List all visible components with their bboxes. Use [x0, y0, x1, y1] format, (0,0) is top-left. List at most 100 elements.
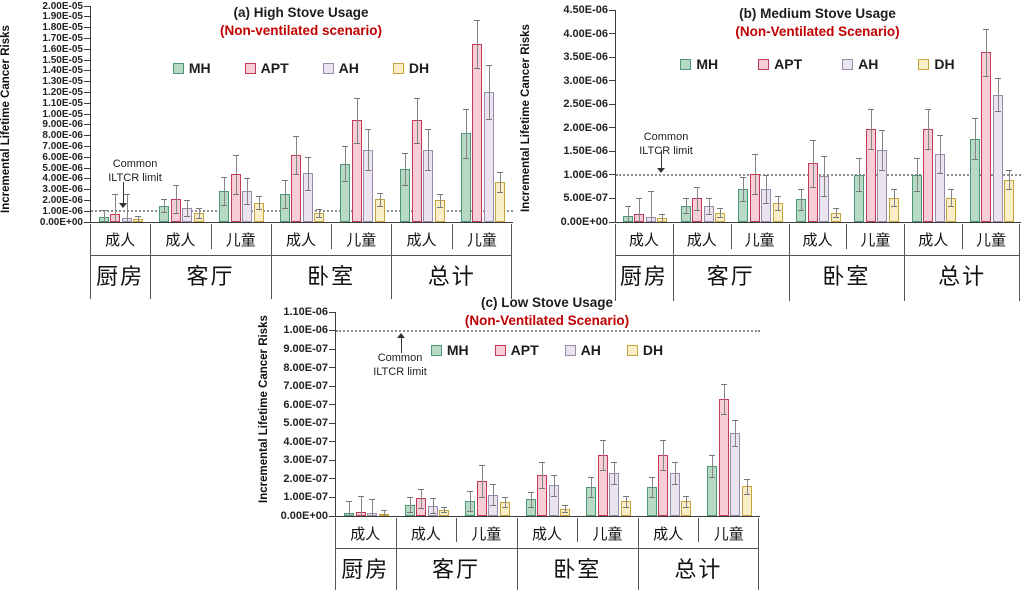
y-axis-tick [609, 221, 615, 223]
x-sub-label-成人: 成人 [802, 232, 833, 249]
error-bar-cap-bottom [971, 158, 978, 160]
error-bar [488, 65, 490, 120]
error-bar-cap-top [983, 28, 990, 30]
error-bar-cap-bottom [983, 75, 990, 77]
x-location-label-厨房: 厨房 [619, 264, 668, 289]
error-bar-cap-top [100, 210, 107, 212]
error-bar-cap-top [316, 209, 323, 211]
chart-c-iltcr-limit-note: Common ILTCR limit [373, 352, 427, 379]
y-axis-tick [329, 515, 335, 517]
error-bar-cap-top [709, 454, 716, 456]
error-bar [735, 419, 737, 446]
error-bar [997, 78, 999, 112]
error-bar-cap-top [648, 477, 655, 479]
error-bar [307, 157, 309, 190]
error-bar-cap-bottom [743, 493, 750, 495]
error-bar [602, 439, 604, 470]
error-bar-cap-bottom [1006, 189, 1013, 191]
bar-chart-b-group6-AH [992, 94, 1003, 222]
y-tick-label: 1.40E-05 [42, 65, 83, 77]
legend-swatch-dh-icon [392, 62, 404, 74]
y-axis-tick [84, 5, 90, 7]
chart-b-x-axis: 成人 成人 儿童 成人 儿童 成人 儿童 厨房 客厅 卧室 总计 [615, 224, 1020, 301]
legend-swatch-mh-icon [430, 344, 442, 356]
y-tick-label: 5.00E-07 [283, 417, 328, 430]
y-tick-label: 1.30E-05 [42, 76, 83, 88]
error-bar-cap-top [671, 462, 678, 464]
error-bar-cap-bottom [611, 484, 618, 486]
error-bar [258, 196, 260, 210]
error-bar-cap-bottom [527, 506, 534, 508]
x-sub-label-成人: 成人 [285, 232, 316, 249]
error-bar-cap-bottom [497, 191, 504, 193]
error-bar-cap-bottom [232, 193, 239, 195]
error-bar-cap-bottom [221, 204, 228, 206]
y-tick-label: 3.00E-06 [563, 74, 608, 87]
y-tick-label: 3.00E-06 [42, 184, 83, 196]
legend-swatch-apt-icon [244, 62, 256, 74]
y-axis-tick [329, 441, 335, 443]
error-bar-cap-top [418, 489, 425, 491]
error-bar-cap-bottom [281, 207, 288, 209]
error-bar-cap-bottom [172, 213, 179, 215]
chart-b-title: (b) Medium Stove Usage [739, 6, 896, 21]
x-sub-label-成人: 成人 [531, 525, 562, 543]
error-bar-cap-top [624, 205, 631, 207]
error-bar [712, 454, 714, 478]
error-bar-cap-top [832, 207, 839, 209]
x-sub-label-儿童: 儿童 [466, 232, 497, 249]
error-bar [379, 192, 381, 206]
legend-label: APT [774, 56, 803, 72]
error-bar-cap-top [683, 495, 690, 497]
error-bar-cap-top [485, 65, 492, 67]
error-bar-cap-top [588, 477, 595, 479]
error-bar-cap-top [1006, 170, 1013, 172]
x-axis-group-divider [511, 224, 512, 299]
error-bar-cap-bottom [890, 205, 897, 207]
y-axis-tick [329, 311, 335, 313]
y-tick-label: 7.00E-07 [283, 380, 328, 393]
y-axis-tick [329, 348, 335, 350]
error-bar-cap-bottom [832, 217, 839, 219]
error-bar [198, 207, 200, 218]
y-axis-tick [609, 197, 615, 199]
error-bar-cap-bottom [599, 469, 606, 471]
y-tick-label: 1.50E-05 [42, 54, 83, 66]
error-bar-cap-bottom [316, 216, 323, 218]
x-sub-label-儿童: 儿童 [860, 232, 891, 249]
x-sub-label-成人: 成人 [410, 525, 441, 543]
y-tick-label: 0.00E+00 [39, 216, 83, 228]
y-tick-label: 2.00E-06 [563, 121, 608, 134]
y-axis-tick [84, 70, 90, 72]
error-bar-cap-bottom [184, 215, 191, 217]
y-tick-label: 7.00E-06 [42, 140, 83, 152]
error-bar [187, 200, 189, 216]
x-location-label-客厅: 客厅 [186, 264, 235, 289]
iltcr-limit-arrow-icon [657, 150, 665, 173]
error-bar-cap-top [717, 207, 724, 209]
error-bar-cap-bottom [694, 210, 701, 212]
error-bar [951, 189, 953, 206]
y-tick-label: 1.00E-05 [42, 108, 83, 120]
y-axis-tick [84, 167, 90, 169]
error-bar-cap-bottom [622, 506, 629, 508]
error-bar-cap-bottom [425, 170, 432, 172]
x-axis-sub-divider [331, 224, 333, 249]
error-bar [224, 176, 226, 205]
error-bar-cap-top [774, 196, 781, 198]
error-bar-cap-bottom [948, 205, 955, 207]
error-bar-cap-bottom [709, 477, 716, 479]
error-bar-cap-bottom [763, 203, 770, 205]
legend-swatch-mh-icon [172, 62, 184, 74]
error-bar [720, 207, 722, 218]
error-bar [383, 510, 385, 516]
error-bar [812, 139, 814, 187]
y-tick-label: 3.50E-06 [563, 51, 608, 64]
x-location-label-总计: 总计 [674, 557, 723, 582]
error-bar-cap-bottom [413, 143, 420, 145]
error-bar [360, 495, 362, 516]
error-bar-cap-bottom [856, 191, 863, 193]
error-bar [349, 501, 351, 516]
error-bar [428, 129, 430, 171]
iltcr-limit-line [91, 210, 513, 213]
